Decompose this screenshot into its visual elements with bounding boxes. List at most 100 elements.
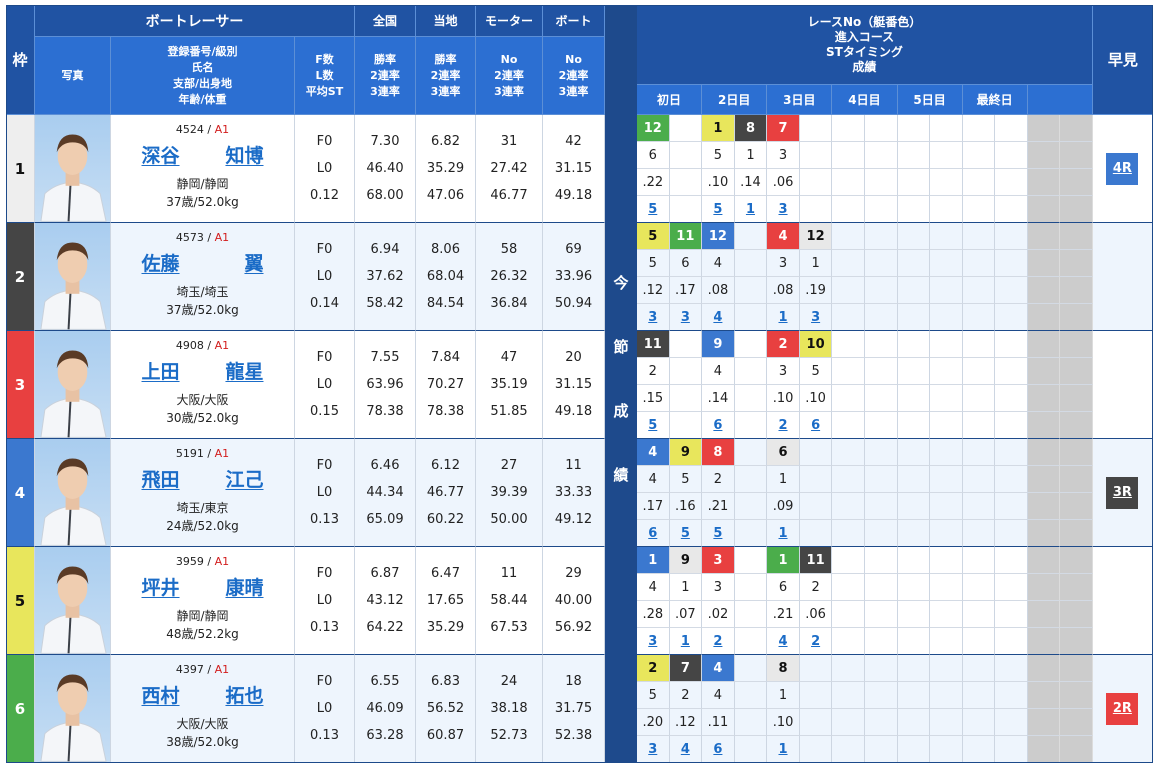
rank-link[interactable]: 4 — [702, 304, 735, 331]
rank-link[interactable]: 5 — [702, 520, 735, 547]
course-cell — [930, 682, 963, 709]
race-number-cell: 9 — [702, 331, 735, 358]
rank-link[interactable]: 5 — [637, 196, 670, 223]
st-timing-cell: .10 — [702, 169, 735, 196]
racer-given-name[interactable]: 拓也 — [225, 685, 264, 707]
st-timing-cell: .10 — [767, 709, 800, 736]
race-number-cell — [669, 331, 703, 358]
st-timing-cell: .17 — [669, 277, 703, 304]
rank-link[interactable]: 3 — [637, 736, 670, 763]
fl-stats-value: F0 — [316, 350, 333, 365]
st-timing-cell — [962, 601, 996, 628]
rank-link[interactable]: 4 — [669, 736, 703, 763]
header-results-line: レースNo（艇番色） — [807, 14, 922, 29]
rank-link[interactable]: 2 — [702, 628, 735, 655]
racer-given-name[interactable]: 龍星 — [225, 361, 264, 383]
rank-cell — [995, 412, 1028, 439]
st-timing-cell — [995, 493, 1028, 520]
rank-link[interactable]: 3 — [669, 304, 703, 331]
racer-name-link[interactable]: 坪井 康晴 — [142, 573, 264, 603]
rank-link[interactable]: 3 — [637, 628, 670, 655]
rank-link[interactable]: 6 — [637, 520, 670, 547]
course-cell — [930, 574, 963, 601]
race-number-cell — [930, 439, 963, 466]
course-cell: 6 — [767, 574, 800, 601]
course-cell — [832, 682, 865, 709]
racer-family-name[interactable]: 深谷 — [141, 145, 180, 167]
rank-cell — [1060, 196, 1093, 223]
rank-link[interactable]: 3 — [637, 304, 670, 331]
course-cell — [897, 682, 931, 709]
race-number-cell — [669, 115, 703, 142]
rank-link[interactable]: 6 — [799, 412, 833, 439]
course-cell: 1 — [767, 682, 800, 709]
course-cell — [897, 574, 931, 601]
rank-link[interactable]: 6 — [702, 412, 735, 439]
header-results-line: 成績 — [852, 59, 877, 74]
header-info-line: 登録番号/級別 — [167, 44, 238, 58]
motor-stats: 47 35.19 51.85 — [476, 331, 543, 439]
course-cell — [1027, 466, 1061, 493]
hayami-race-link[interactable]: 2R — [1106, 692, 1139, 725]
racer-age-weight: 30歳/52.0kg — [166, 411, 239, 425]
racer-given-name[interactable]: 江己 — [225, 469, 264, 491]
separator: / — [203, 339, 215, 352]
rank-link[interactable]: 3 — [767, 196, 800, 223]
racer-name-link[interactable]: 上田 龍星 — [142, 357, 264, 387]
racer-name-link[interactable]: 飛田 江己 — [142, 465, 264, 495]
rank-link[interactable]: 1 — [669, 628, 703, 655]
course-cell — [930, 142, 963, 169]
race-number-cell — [864, 655, 898, 682]
race-number-cell — [1027, 439, 1061, 466]
local-stats-value: 8.06 — [431, 242, 460, 257]
course-cell — [799, 466, 833, 493]
race-number-cell: 11 — [799, 547, 833, 574]
racer-family-name[interactable]: 佐藤 — [141, 253, 180, 275]
course-cell — [962, 142, 996, 169]
rank-link[interactable]: 5 — [637, 412, 670, 439]
rank-cell — [1060, 304, 1093, 331]
rank-link[interactable]: 5 — [702, 196, 735, 223]
rank-link[interactable]: 6 — [702, 736, 735, 763]
st-timing-cell: .09 — [767, 493, 800, 520]
rank-link[interactable]: 1 — [734, 196, 768, 223]
course-cell: 5 — [702, 142, 735, 169]
header-info-line: 氏名 — [191, 60, 214, 74]
local-stats-value: 56.52 — [426, 701, 465, 716]
st-timing-cell — [995, 169, 1028, 196]
racer-family-name[interactable]: 飛田 — [141, 469, 180, 491]
racer-given-name[interactable]: 知博 — [225, 145, 264, 167]
rank-link[interactable]: 2 — [767, 412, 800, 439]
course-cell — [832, 466, 865, 493]
rank-cell — [930, 520, 963, 547]
course-cell — [864, 358, 898, 385]
course-cell: 2 — [799, 574, 833, 601]
rank-cell — [832, 196, 865, 223]
rank-link[interactable]: 2 — [799, 628, 833, 655]
racer-name-link[interactable]: 佐藤 翼 — [142, 249, 264, 279]
racer-family-name[interactable]: 西村 — [141, 685, 180, 707]
racer-name-link[interactable]: 深谷 知博 — [142, 141, 264, 171]
racer-given-name[interactable]: 翼 — [244, 253, 264, 275]
course-cell — [1060, 142, 1093, 169]
rank-link[interactable]: 5 — [669, 520, 703, 547]
series-label-char: 績 — [613, 466, 629, 484]
rank-link[interactable]: 1 — [767, 304, 800, 331]
st-timing-cell — [1060, 277, 1093, 304]
race-number-cell — [799, 115, 833, 142]
boat-stats-value: 31.75 — [554, 701, 593, 716]
racer-age-weight: 24歳/52.0kg — [166, 519, 239, 533]
rank-link[interactable]: 3 — [799, 304, 833, 331]
racer-given-name[interactable]: 康晴 — [225, 577, 264, 599]
racer-family-name[interactable]: 上田 — [141, 361, 180, 383]
racer-name-link[interactable]: 西村 拓也 — [142, 681, 264, 711]
rank-cell — [864, 628, 898, 655]
race-number-cell — [962, 439, 996, 466]
rank-link[interactable]: 1 — [767, 520, 800, 547]
rank-link[interactable]: 1 — [767, 736, 800, 763]
course-cell — [864, 142, 898, 169]
rank-link[interactable]: 4 — [767, 628, 800, 655]
racer-family-name[interactable]: 坪井 — [141, 577, 180, 599]
hayami-race-link[interactable]: 3R — [1106, 476, 1139, 509]
hayami-race-link[interactable]: 4R — [1106, 152, 1139, 185]
